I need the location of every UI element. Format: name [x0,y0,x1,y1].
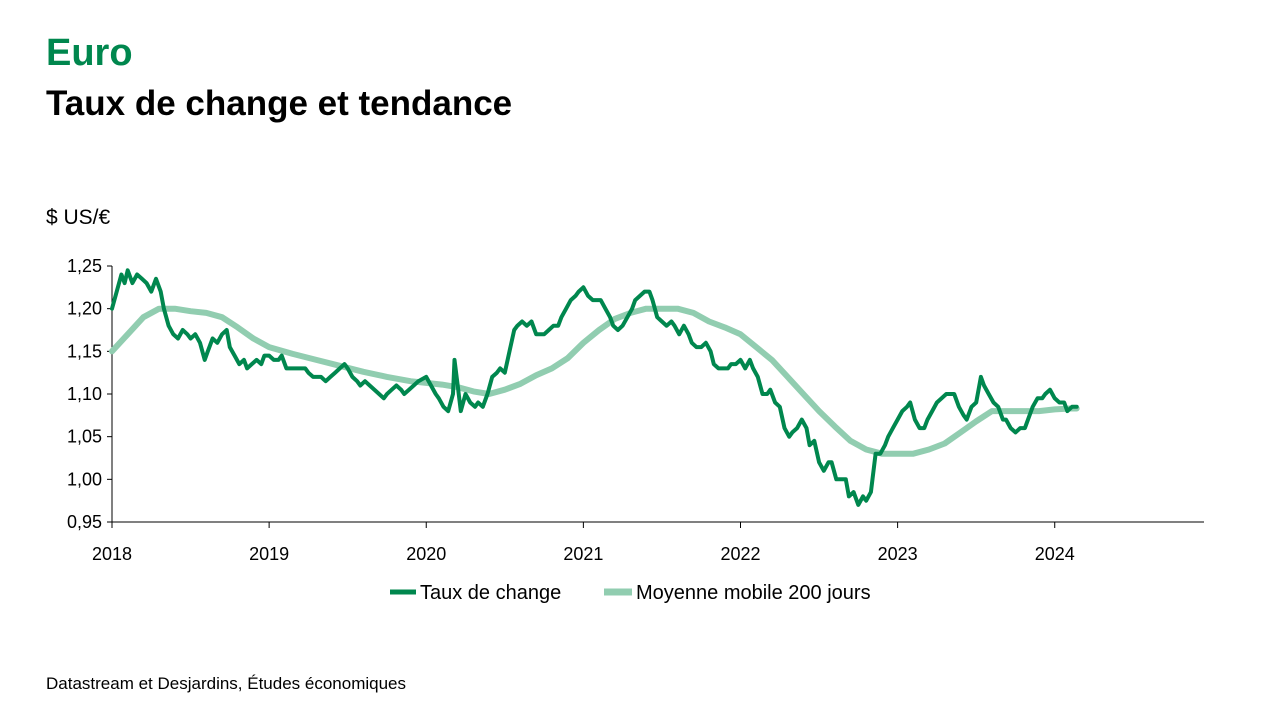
x-tick-label: 2020 [406,544,446,564]
y-tick-label: 1,25 [67,256,102,276]
y-axis-unit: $ US/€ [46,206,111,229]
legend-label-taux-de-change: Taux de change [420,582,561,604]
x-tick-label: 2023 [878,544,918,564]
chart-title: Euro [46,32,133,74]
series-line-taux-de-change [110,268,1079,507]
legend-label-moyenne-mobile: Moyenne mobile 200 jours [636,582,871,604]
y-tick-label: 0,95 [67,512,102,532]
x-tick-label: 2021 [563,544,603,564]
y-tick-label: 1,20 [67,299,102,319]
y-tick-label: 1,00 [67,469,102,489]
source-note: Datastream et Desjardins, Études économi… [46,674,407,693]
x-tick-label: 2019 [249,544,289,564]
y-tick-label: 1,15 [67,341,102,361]
series-line-moyenne-mobile [109,305,1080,457]
y-tick-label: 1,10 [67,384,102,404]
x-tick-label: 2022 [720,544,760,564]
x-tick-label: 2018 [92,544,132,564]
x-tick-label: 2024 [1035,544,1075,564]
y-tick-label: 1,05 [67,427,102,447]
chart-subtitle: Taux de change et tendance [46,84,513,123]
